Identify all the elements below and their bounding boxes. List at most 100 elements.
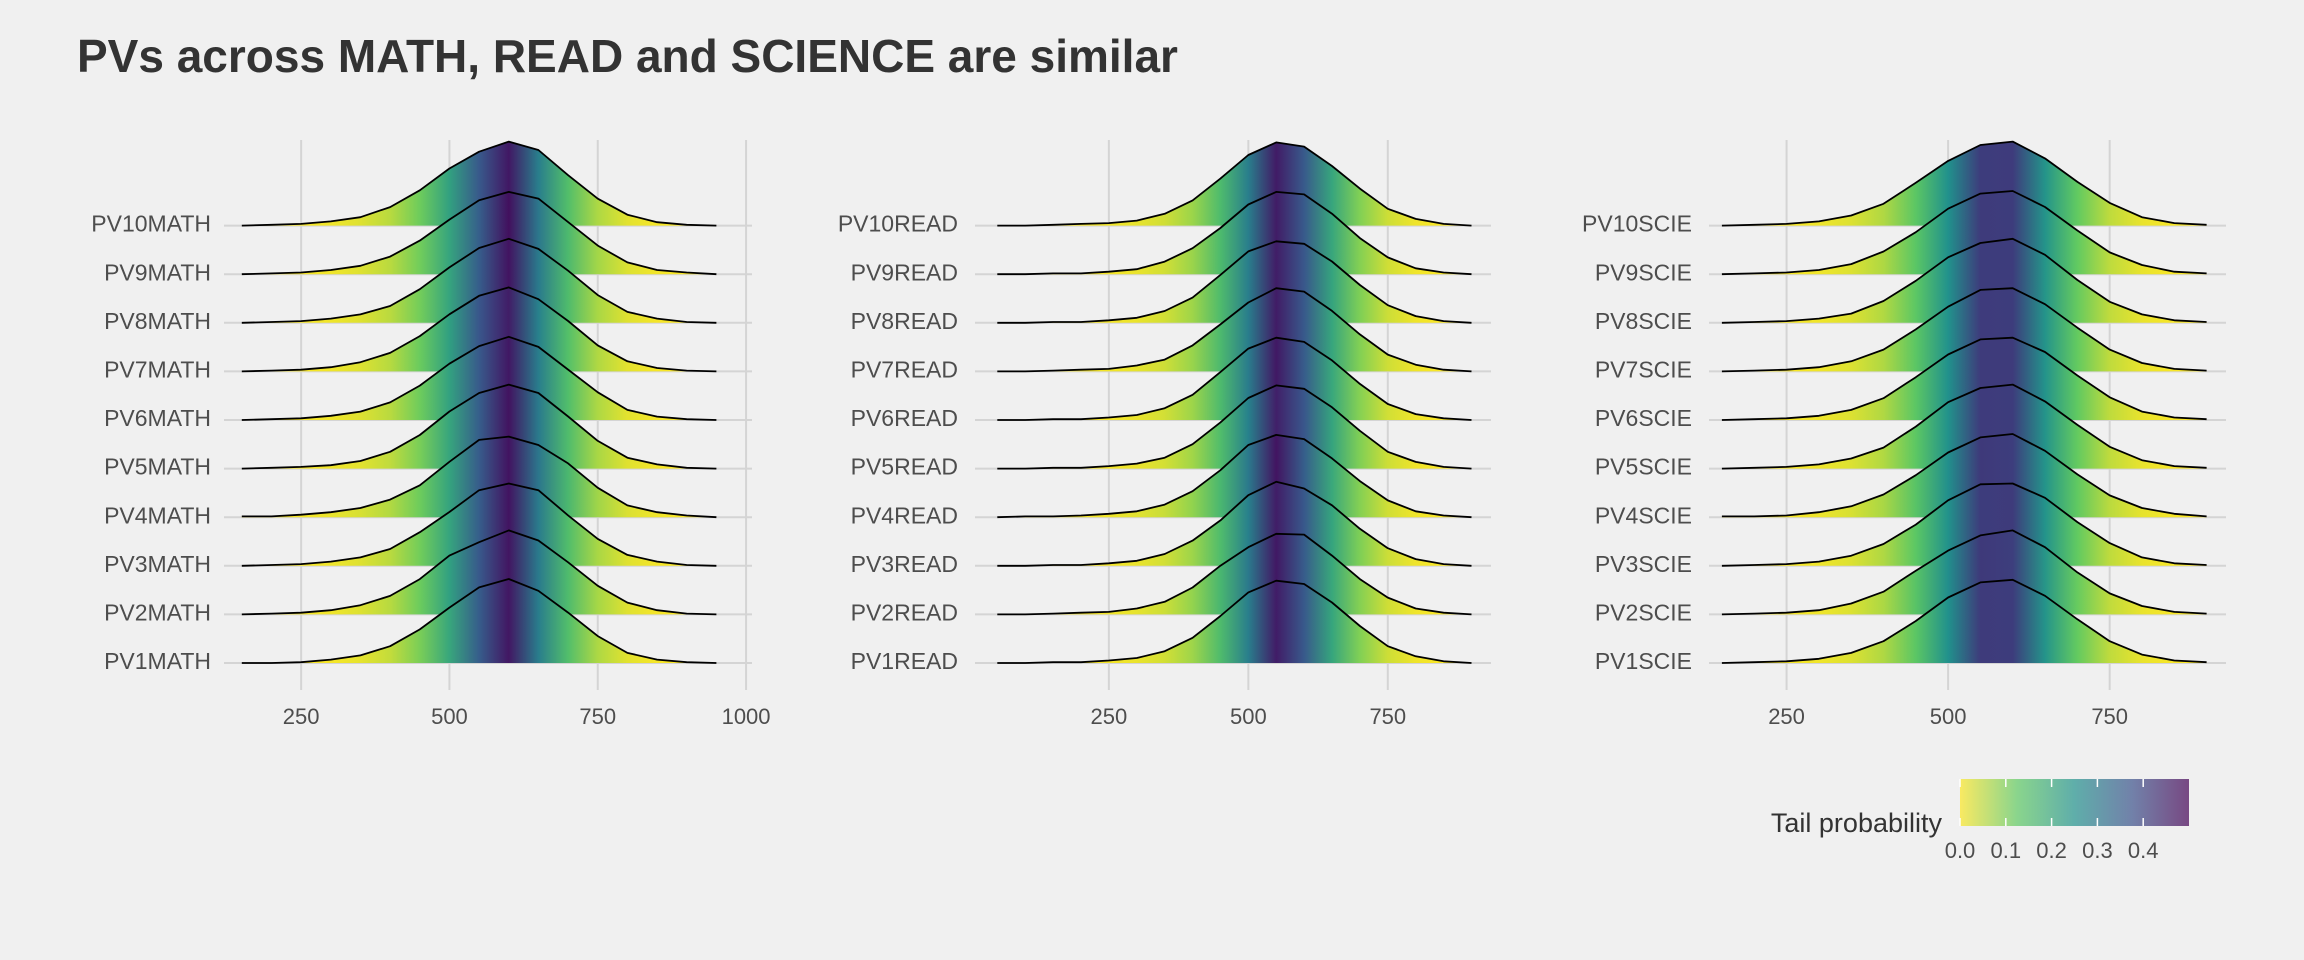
ridge-area bbox=[241, 384, 717, 469]
x-tick-label: 250 bbox=[1768, 704, 1805, 729]
ridge-line bbox=[997, 532, 1472, 616]
ridge-line bbox=[997, 141, 1472, 227]
y-tick-label: PV1READ bbox=[851, 648, 958, 674]
ridge-line bbox=[1721, 482, 2207, 567]
y-tick-label: PV5READ bbox=[851, 454, 958, 480]
y-tick-label: PV3READ bbox=[851, 551, 958, 577]
y-tick-label: PV9MATH bbox=[104, 259, 211, 285]
ridge-area bbox=[1721, 288, 2207, 372]
ridge-area bbox=[241, 530, 717, 615]
ridge-line bbox=[241, 578, 717, 664]
ridge-area bbox=[241, 287, 717, 372]
ridge-line bbox=[997, 191, 1472, 276]
x-tick-label: 500 bbox=[1230, 704, 1267, 729]
ridge-area bbox=[1721, 579, 2207, 663]
y-tick-label: PV4SCIE bbox=[1595, 502, 1692, 528]
y-tick-label: PV8SCIE bbox=[1595, 308, 1692, 334]
ridge-area bbox=[241, 483, 717, 566]
x-tick-label: 750 bbox=[1369, 704, 1406, 729]
ridge-line bbox=[1721, 190, 2207, 276]
ridge-line bbox=[241, 286, 717, 373]
x-tick-label: 500 bbox=[431, 704, 468, 729]
ridge-line bbox=[997, 480, 1472, 567]
ridge-line bbox=[241, 191, 717, 276]
y-tick-label: PV10READ bbox=[838, 211, 958, 237]
ridge-area bbox=[1721, 483, 2207, 566]
ridge-area bbox=[1721, 384, 2207, 469]
ridge-line bbox=[241, 383, 717, 470]
ridge-area bbox=[997, 385, 1472, 469]
ridge-area bbox=[1721, 434, 2207, 518]
x-tick-label: 250 bbox=[283, 704, 320, 729]
legend-title: Tail probability bbox=[1771, 808, 1943, 838]
ridge-line bbox=[241, 529, 717, 616]
y-tick-label: PV6SCIE bbox=[1595, 405, 1692, 431]
y-tick-label: PV5MATH bbox=[104, 454, 211, 480]
legend-tick-label: 0.1 bbox=[1991, 838, 2022, 863]
ridge-line bbox=[997, 579, 1472, 664]
ridge-line bbox=[1721, 578, 2207, 664]
ridge-area bbox=[1721, 238, 2207, 323]
ridge-area bbox=[997, 580, 1472, 663]
ridge-area bbox=[241, 238, 717, 323]
ridge-line bbox=[241, 435, 717, 519]
y-tick-label: PV2READ bbox=[851, 599, 958, 625]
ridge-line bbox=[997, 384, 1472, 470]
ridge-line bbox=[1721, 433, 2207, 518]
ridge-area bbox=[241, 436, 717, 518]
ridge-area bbox=[1721, 141, 2207, 226]
ridge-line bbox=[1721, 140, 2207, 227]
ridge-area bbox=[997, 288, 1472, 372]
ridge-line bbox=[241, 482, 717, 567]
ridge-line bbox=[1721, 383, 2207, 470]
y-tick-label: PV7READ bbox=[851, 356, 958, 382]
legend-tick-label: 0.4 bbox=[2128, 838, 2159, 863]
ridge-line bbox=[1721, 336, 2207, 421]
ridge-area bbox=[1721, 530, 2207, 615]
ridge-area bbox=[997, 481, 1472, 566]
y-tick-label: PV5SCIE bbox=[1595, 454, 1692, 480]
y-tick-label: PV6READ bbox=[851, 405, 958, 431]
ridge-line bbox=[241, 140, 717, 227]
y-tick-label: PV4READ bbox=[851, 502, 958, 528]
ridge-line bbox=[997, 240, 1472, 324]
ridge-line bbox=[997, 434, 1472, 519]
y-tick-label: PV2MATH bbox=[104, 599, 211, 625]
ridge-area bbox=[241, 191, 717, 275]
ridge-area bbox=[1721, 191, 2207, 275]
y-tick-label: PV6MATH bbox=[104, 405, 211, 431]
ridge-line bbox=[1721, 529, 2207, 616]
ridge-line bbox=[1721, 237, 2207, 324]
x-tick-label: 500 bbox=[1930, 704, 1967, 729]
x-tick-label: 750 bbox=[579, 704, 616, 729]
ridge-area bbox=[241, 579, 717, 663]
ridge-area bbox=[241, 141, 717, 226]
y-tick-label: PV10MATH bbox=[91, 211, 211, 237]
y-tick-label: PV9SCIE bbox=[1595, 259, 1692, 285]
y-tick-label: PV4MATH bbox=[104, 502, 211, 528]
x-tick-label: 750 bbox=[2091, 704, 2128, 729]
y-tick-label: PV10SCIE bbox=[1582, 211, 1692, 237]
y-tick-label: PV7SCIE bbox=[1595, 356, 1692, 382]
y-tick-label: PV8READ bbox=[851, 308, 958, 334]
y-tick-label: PV3SCIE bbox=[1595, 551, 1692, 577]
legend-tick-label: 0.0 bbox=[1945, 838, 1976, 863]
ridge-line bbox=[997, 287, 1472, 373]
ridge-area bbox=[997, 434, 1472, 518]
x-tick-label: 250 bbox=[1091, 704, 1128, 729]
y-tick-label: PV1MATH bbox=[104, 648, 211, 674]
ridge-area bbox=[997, 533, 1472, 615]
ridge-area bbox=[997, 337, 1472, 420]
legend-tick-label: 0.3 bbox=[2082, 838, 2113, 863]
ridge-line bbox=[241, 237, 717, 324]
ridge-line bbox=[241, 335, 717, 421]
ridge-area bbox=[997, 142, 1472, 226]
legend-tick-label: 0.2 bbox=[2036, 838, 2067, 863]
ridge-area bbox=[1721, 337, 2207, 420]
ridge-line bbox=[1721, 287, 2207, 373]
chart-title: PVs across MATH, READ and SCIENCE are si… bbox=[77, 30, 1178, 82]
ridge-area bbox=[241, 336, 717, 420]
y-tick-label: PV8MATH bbox=[104, 308, 211, 334]
y-tick-label: PV9READ bbox=[851, 259, 958, 285]
